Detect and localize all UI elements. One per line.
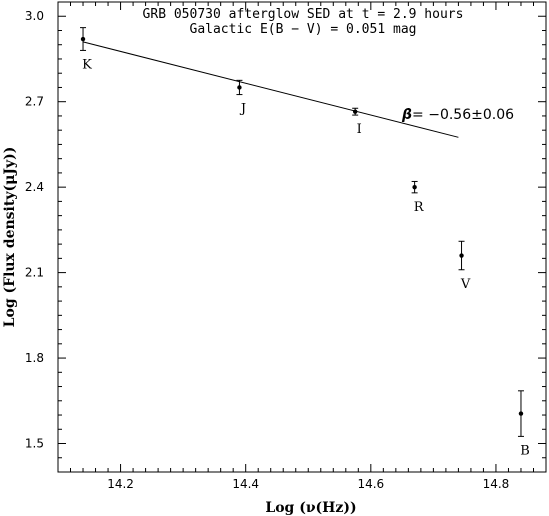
point-label: B: [520, 443, 530, 458]
point-label: V: [460, 277, 471, 292]
data-point-J: J: [236, 79, 246, 117]
plot-frame: [57, 1, 547, 473]
data-points: K J I R V B: [80, 27, 530, 458]
x-tick-label: 14.4: [232, 477, 259, 491]
point-label: J: [239, 102, 246, 117]
y-tick-label: 2.1: [25, 266, 44, 280]
point-label: I: [357, 122, 362, 137]
x-axis: 14.2 14.4 14.6 14.8: [57, 2, 547, 491]
point-label: K: [82, 57, 92, 72]
data-point-I: I: [352, 107, 362, 137]
beta-annotation: β= −0.56±0.06: [401, 107, 514, 123]
y-tick-label: 3.0: [25, 9, 44, 23]
x-tick-label: 14.6: [357, 477, 384, 491]
data-point-R: R: [411, 180, 425, 215]
y-tick-label: 1.8: [25, 351, 44, 365]
chart-subtitle: Galactic E(B − V) = 0.051 mag: [190, 22, 417, 37]
beta-symbol: β: [401, 107, 412, 123]
fit-line: [82, 41, 459, 138]
y-tick-label: 2.4: [25, 180, 44, 194]
data-point-B: B: [517, 390, 530, 458]
data-marker: [459, 253, 464, 258]
y-tick-label: 2.7: [25, 95, 44, 109]
data-marker: [518, 411, 524, 416]
y-axis-title: Log (Flux density(μJy)): [2, 147, 18, 328]
data-marker: [412, 184, 417, 190]
data-point-K: K: [80, 27, 92, 72]
data-point-V: V: [458, 240, 471, 292]
point-label: R: [414, 200, 425, 215]
data-marker: [352, 109, 358, 114]
y-tick-label: 1.5: [25, 437, 44, 451]
y-axis: 1.5 1.8 2.1 2.4 2.7 3.0: [25, 1, 546, 473]
x-tick-label: 14.8: [483, 477, 510, 491]
chart-title: GRB 050730 afterglow SED at t = 2.9 hour…: [143, 7, 464, 22]
x-tick-label: 14.2: [107, 477, 134, 491]
data-marker: [80, 36, 86, 42]
data-marker: [237, 85, 242, 90]
x-axis-title: Log (ν(Hz)): [265, 500, 356, 516]
beta-value: = −0.56±0.06: [412, 107, 514, 123]
